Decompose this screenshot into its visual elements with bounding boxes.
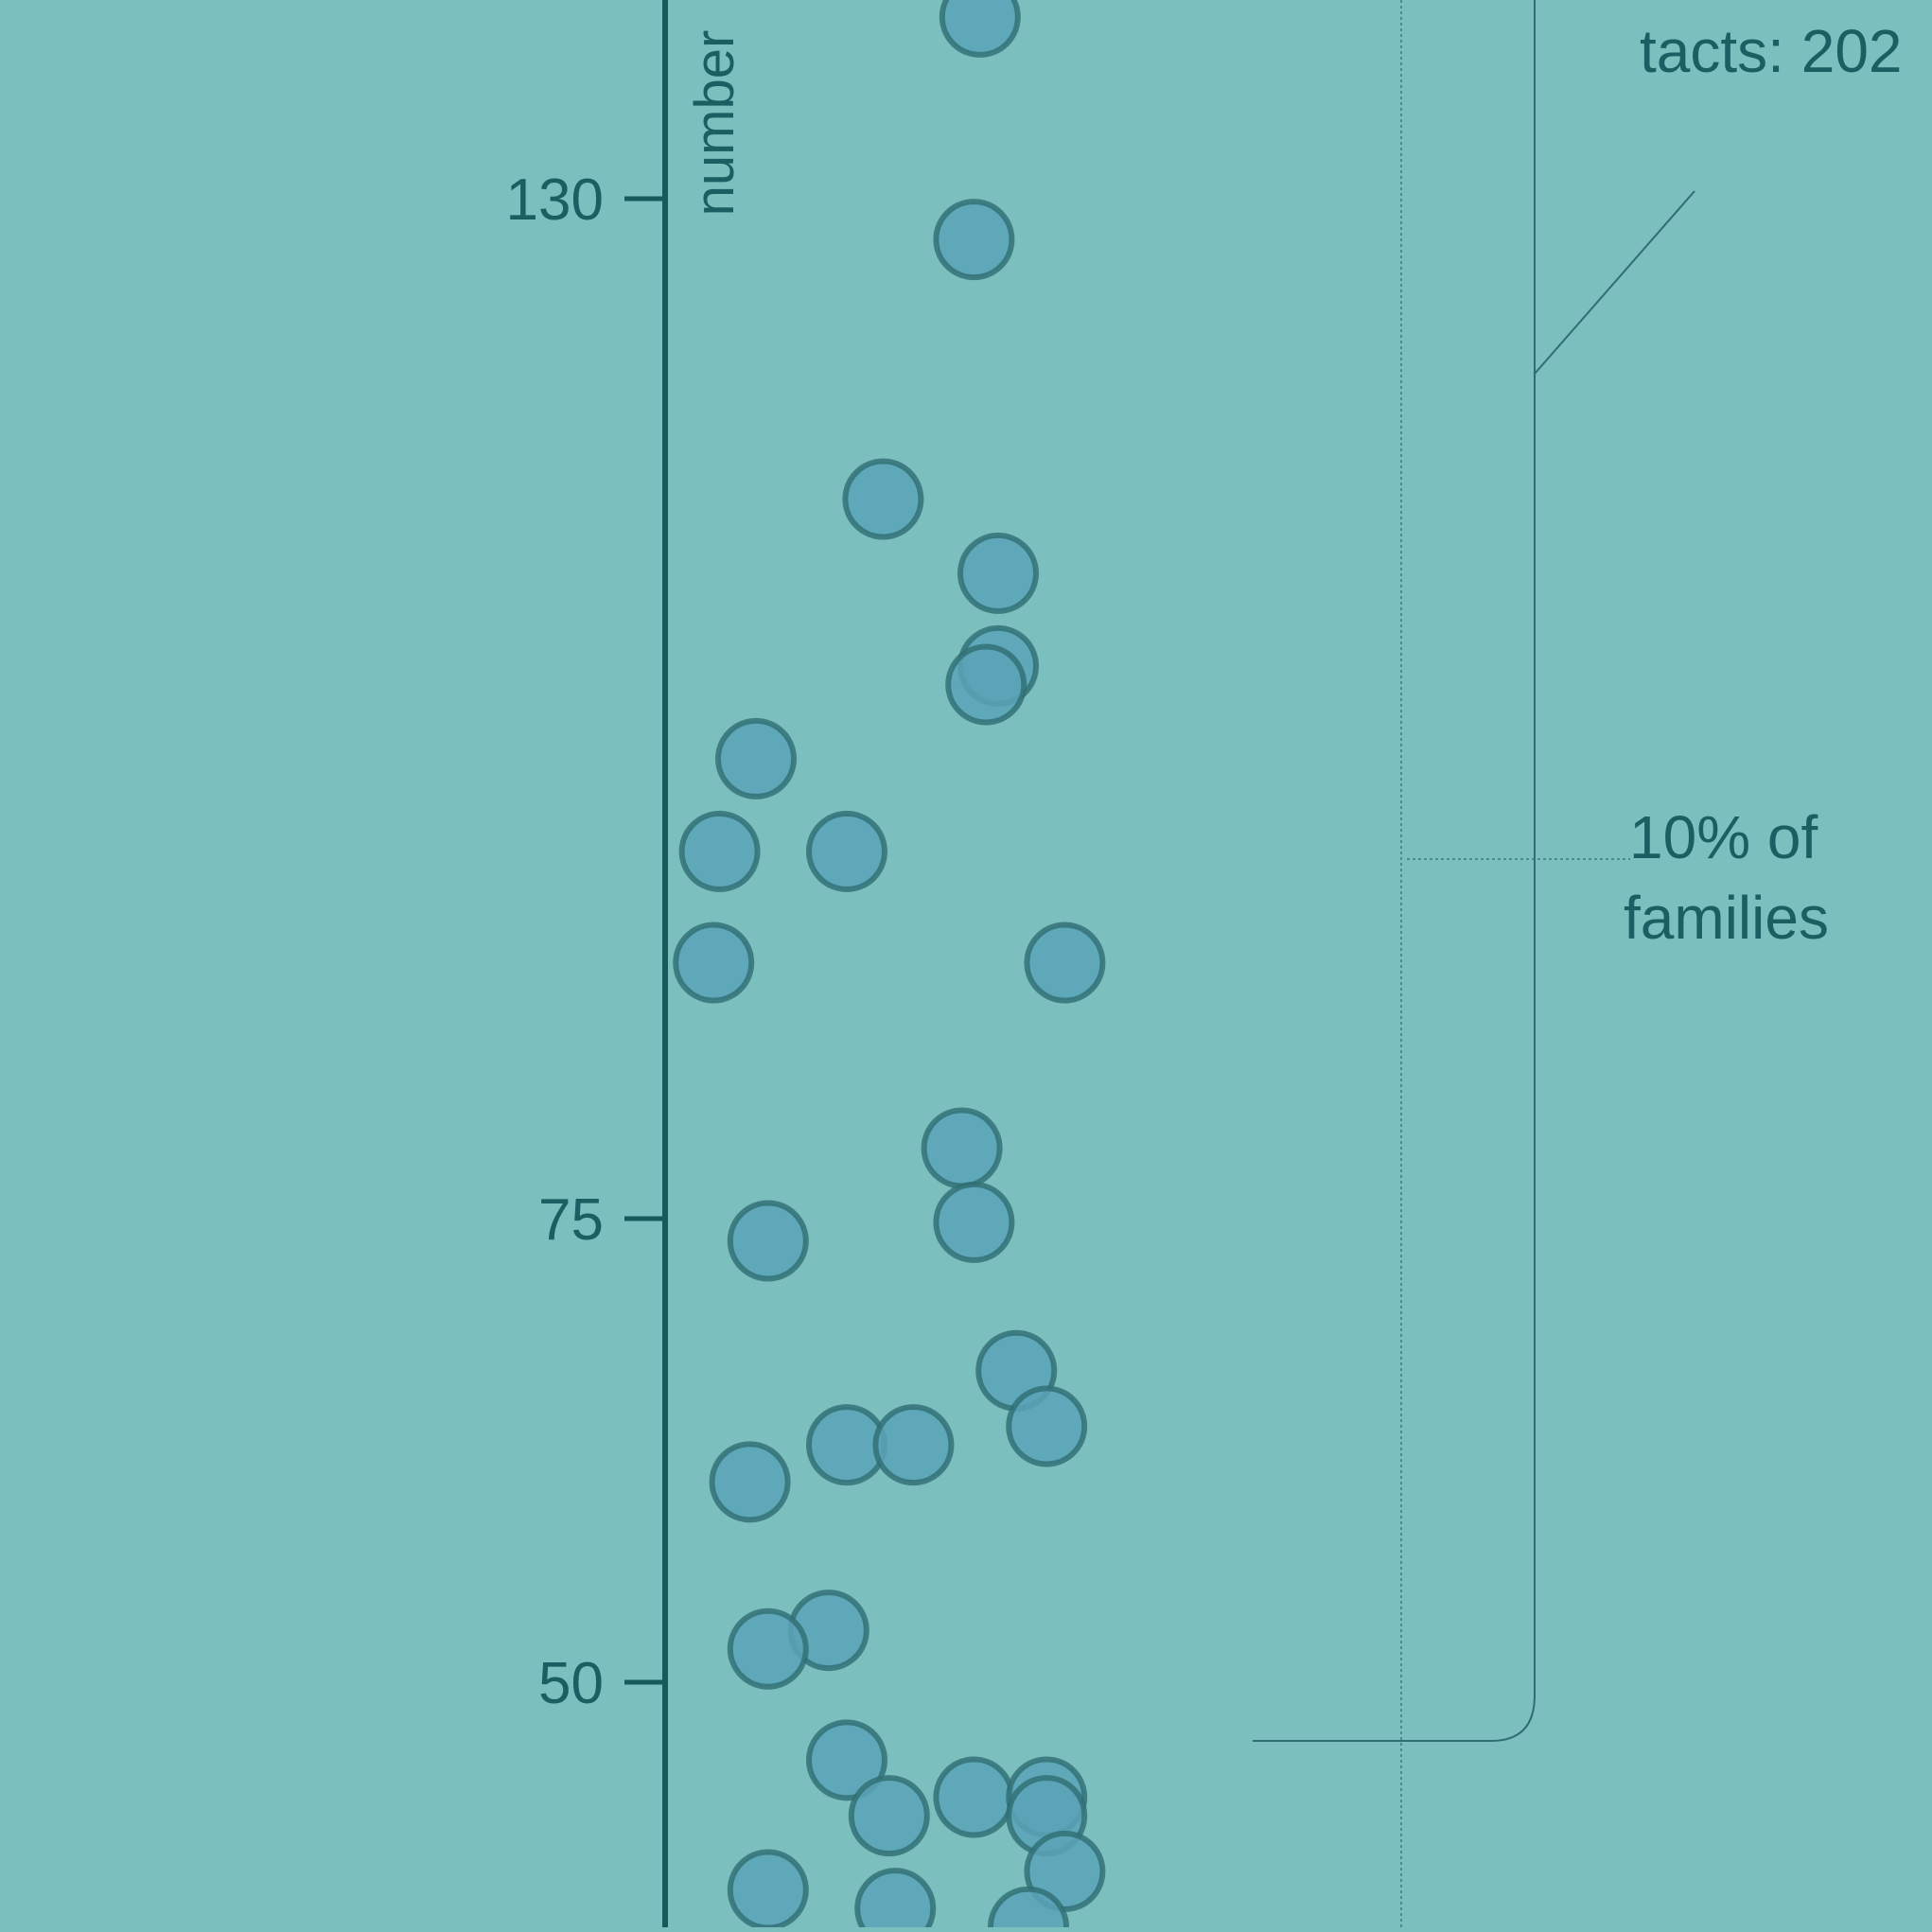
y-axis-ticks: 130 75 50 bbox=[506, 167, 665, 1716]
annotation-families-line-2: families bbox=[1624, 884, 1829, 952]
callout-leader-line bbox=[1534, 190, 1695, 375]
data-point bbox=[673, 922, 755, 1004]
y-tick-label: 50 bbox=[538, 1651, 604, 1716]
data-point bbox=[678, 810, 761, 892]
data-point bbox=[854, 1868, 937, 1932]
data-point bbox=[842, 458, 924, 540]
data-point bbox=[1024, 922, 1106, 1004]
data-point bbox=[848, 1775, 930, 1857]
y-tick-label: 75 bbox=[538, 1187, 604, 1253]
data-point bbox=[921, 1107, 1003, 1189]
y-tick-label: 130 bbox=[506, 167, 604, 233]
data-point bbox=[933, 199, 1015, 281]
data-point bbox=[872, 1404, 955, 1486]
data-point bbox=[933, 1181, 1015, 1263]
data-point bbox=[945, 643, 1027, 726]
bracket-line bbox=[1253, 0, 1536, 1742]
data-point bbox=[1006, 1385, 1088, 1467]
data-point bbox=[933, 1756, 1015, 1838]
data-point bbox=[806, 1719, 887, 1801]
data-point bbox=[806, 810, 887, 892]
data-point bbox=[939, 0, 1021, 58]
data-points bbox=[673, 0, 1106, 1932]
annotation-families-line-1: 10% of bbox=[1629, 803, 1818, 871]
data-point bbox=[727, 1200, 809, 1282]
annotation-contacts: tacts: 202 bbox=[1640, 17, 1903, 85]
data-point bbox=[957, 532, 1039, 614]
y-axis-label: number bbox=[684, 30, 746, 217]
data-point bbox=[709, 1441, 791, 1523]
data-point bbox=[727, 1607, 809, 1690]
data-point bbox=[727, 1849, 809, 1931]
data-point bbox=[715, 717, 797, 799]
